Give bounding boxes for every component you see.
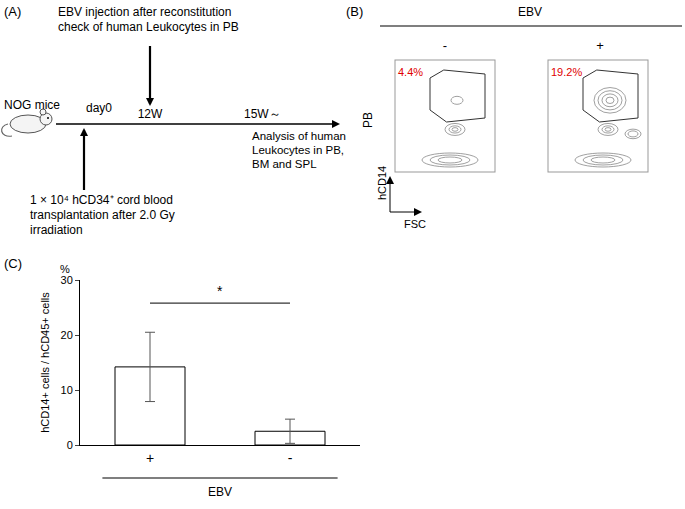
svg-text:transplantation after 2.0 Gy: transplantation after 2.0 Gy [30,208,175,222]
svg-text:check of human Leukocytes in P: check of human Leukocytes in PB [58,20,239,34]
svg-text:+: + [146,450,154,466]
svg-text:Leukocytes in PB,: Leukocytes in PB, [252,144,344,156]
svg-text:EBV: EBV [208,485,232,499]
svg-text:30: 30 [61,274,73,286]
svg-text:PB: PB [361,112,375,128]
svg-text:-: - [443,38,447,53]
svg-text:hCD14: hCD14 [376,166,388,200]
svg-text:0: 0 [67,439,73,451]
svg-text:hCD14+ cells / hCD45+ cells: hCD14+ cells / hCD45+ cells [39,292,51,433]
svg-text:EBV injection after reconstitu: EBV injection after reconstitution [58,5,231,19]
svg-text:(A): (A) [4,4,21,19]
svg-text:10: 10 [61,384,73,396]
svg-text:15W～: 15W～ [244,107,281,121]
svg-text:19.2%: 19.2% [551,66,582,78]
svg-text:*: * [217,283,223,299]
svg-text:%: % [60,263,70,275]
svg-text:EBV: EBV [518,5,542,19]
svg-text:NOG mice: NOG mice [4,98,60,112]
svg-text:12W: 12W [138,107,163,121]
svg-text:Analysis of human: Analysis of human [252,130,346,142]
svg-text:-: - [288,450,293,466]
svg-text:irradiation: irradiation [30,223,83,237]
svg-text:20: 20 [61,329,73,341]
svg-text:day0: day0 [86,101,112,115]
svg-text:(B): (B) [346,4,363,19]
svg-text:FSC: FSC [404,218,426,230]
svg-text:BM and SPL: BM and SPL [252,158,317,170]
svg-text:4.4%: 4.4% [398,66,423,78]
svg-text:(C): (C) [4,256,22,271]
svg-text:1 × 10⁴ hCD34⁺ cord blood: 1 × 10⁴ hCD34⁺ cord blood [30,193,173,207]
svg-text:+: + [596,38,604,53]
